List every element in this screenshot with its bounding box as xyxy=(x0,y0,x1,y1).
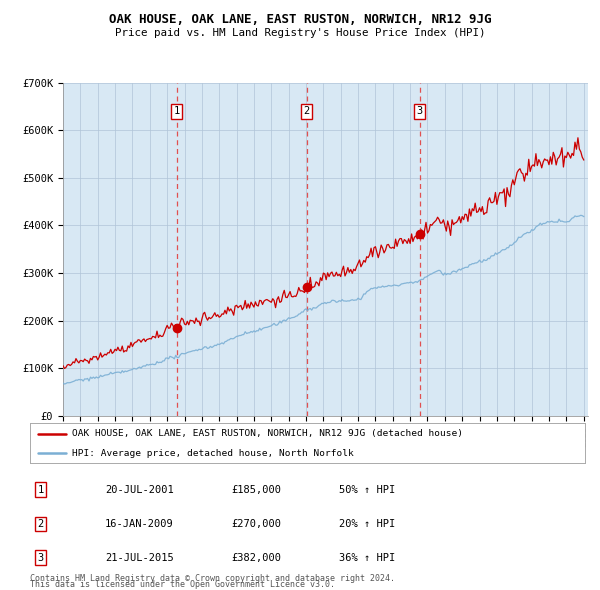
Text: 20-JUL-2001: 20-JUL-2001 xyxy=(105,485,174,494)
Text: 21-JUL-2015: 21-JUL-2015 xyxy=(105,553,174,562)
Text: 1: 1 xyxy=(38,485,44,494)
Text: 3: 3 xyxy=(416,106,423,116)
Text: 3: 3 xyxy=(38,553,44,562)
Text: 16-JAN-2009: 16-JAN-2009 xyxy=(105,519,174,529)
Text: Price paid vs. HM Land Registry's House Price Index (HPI): Price paid vs. HM Land Registry's House … xyxy=(115,28,485,38)
Text: 36% ↑ HPI: 36% ↑ HPI xyxy=(339,553,395,562)
Text: 2: 2 xyxy=(304,106,310,116)
Text: £185,000: £185,000 xyxy=(231,485,281,494)
Text: 1: 1 xyxy=(173,106,180,116)
Text: 20% ↑ HPI: 20% ↑ HPI xyxy=(339,519,395,529)
Text: 2: 2 xyxy=(38,519,44,529)
Text: This data is licensed under the Open Government Licence v3.0.: This data is licensed under the Open Gov… xyxy=(30,580,335,589)
Text: OAK HOUSE, OAK LANE, EAST RUSTON, NORWICH, NR12 9JG (detached house): OAK HOUSE, OAK LANE, EAST RUSTON, NORWIC… xyxy=(71,430,463,438)
Text: £270,000: £270,000 xyxy=(231,519,281,529)
Text: £382,000: £382,000 xyxy=(231,553,281,562)
Text: Contains HM Land Registry data © Crown copyright and database right 2024.: Contains HM Land Registry data © Crown c… xyxy=(30,574,395,583)
Text: 50% ↑ HPI: 50% ↑ HPI xyxy=(339,485,395,494)
Text: OAK HOUSE, OAK LANE, EAST RUSTON, NORWICH, NR12 9JG: OAK HOUSE, OAK LANE, EAST RUSTON, NORWIC… xyxy=(109,13,491,26)
Text: HPI: Average price, detached house, North Norfolk: HPI: Average price, detached house, Nort… xyxy=(71,448,353,458)
